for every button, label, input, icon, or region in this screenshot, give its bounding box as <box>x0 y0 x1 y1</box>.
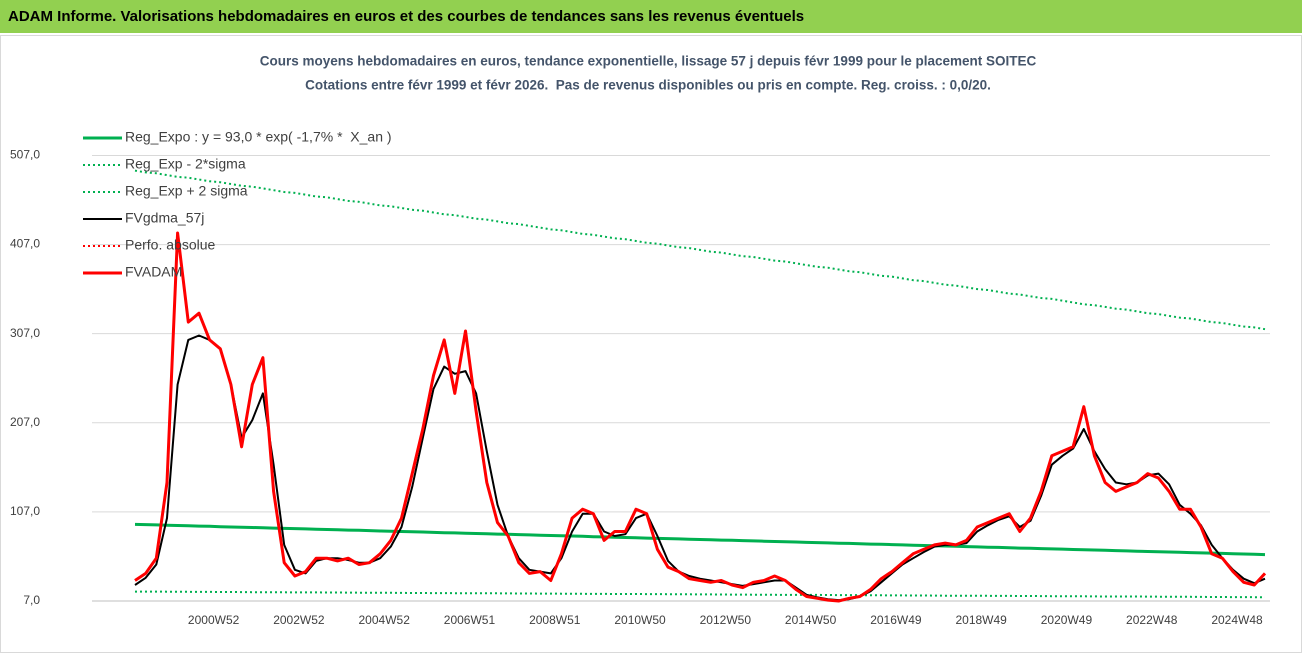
series-line <box>134 334 1266 602</box>
series-line <box>134 231 1267 603</box>
x-tick-label: 2020W49 <box>1041 613 1093 627</box>
y-tick-label: 207,0 <box>10 415 40 429</box>
legend-label: FVADAM <box>125 264 182 280</box>
grid: 7,0 107,0 207,0 307,0 407,0 507,0 2000W52 2002W… <box>10 148 1270 627</box>
y-tick-label: 7,0 <box>23 593 40 607</box>
legend-label: Reg_Exp + 2 sigma <box>125 183 248 199</box>
x-tick-label: 2000W52 <box>188 613 240 627</box>
legend-label: FVgdma_57j <box>125 210 204 226</box>
y-tick-label: 507,0 <box>10 148 40 162</box>
series-line <box>135 590 1266 599</box>
y-tick-label: 307,0 <box>10 326 40 340</box>
legend-label: Perfo. absolue <box>125 237 215 253</box>
x-tick-label: 2022W48 <box>1126 613 1178 627</box>
x-tick-label: 2002W52 <box>273 613 325 627</box>
legend: Reg_Expo : y = 93,0 * exp( -1,7% * X_an … <box>83 129 392 280</box>
x-tick-label: 2004W52 <box>359 613 411 627</box>
x-tick-label: 2006W51 <box>444 613 496 627</box>
y-tick-label: 407,0 <box>10 237 40 251</box>
legend-label: Reg_Expo : y = 93,0 * exp( -1,7% * X_an … <box>125 129 392 145</box>
x-tick-label: 2014W50 <box>785 613 837 627</box>
x-tick-label: 2010W50 <box>614 613 666 627</box>
y-tick-label: 107,0 <box>10 504 40 518</box>
x-tick-label: 2018W49 <box>955 613 1007 627</box>
x-tick-label: 2012W50 <box>700 613 752 627</box>
chart-subtitle: Cotations entre févr 1999 et févr 2026. … <box>305 78 991 93</box>
legend-label: Reg_Exp - 2*sigma <box>125 156 246 172</box>
plot <box>134 169 1267 603</box>
header-bar <box>0 0 1302 33</box>
x-tick-label: 2008W51 <box>529 613 581 627</box>
series-line <box>134 522 1266 557</box>
header-title: ADAM Informe. Valorisations hebdomadaire… <box>8 8 804 25</box>
x-tick-label: 2024W48 <box>1211 613 1263 627</box>
series-line <box>134 169 1266 331</box>
x-tick-label: 2016W49 <box>870 613 922 627</box>
chart-title: Cours moyens hebdomadaires en euros, ten… <box>260 54 1037 69</box>
